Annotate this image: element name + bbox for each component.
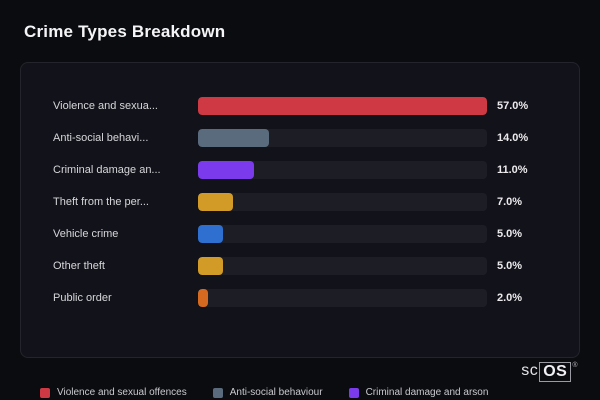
bar-label: Anti-social behavi... (53, 132, 149, 144)
bar-row: Vehicle crime 5.0% (53, 225, 543, 243)
bar-label: Vehicle crime (53, 228, 119, 240)
legend-swatch (348, 387, 359, 398)
bar-fill[interactable] (198, 257, 224, 275)
legend-item[interactable]: Criminal damage and arson (348, 387, 489, 398)
bar-value: 5.0% (497, 260, 523, 272)
bar-label: Theft from the per... (53, 196, 149, 208)
bar-track (198, 97, 487, 115)
bar-row: Anti-social behavi... 14.0% (53, 129, 543, 147)
bar-row: Theft from the per... 7.0% (53, 193, 543, 211)
bar-track (198, 225, 487, 243)
bar-fill[interactable] (198, 193, 234, 211)
bar-track (198, 129, 487, 147)
legend-item[interactable]: Violence and sexual offences (40, 387, 187, 398)
page-title: Crime Types Breakdown (24, 22, 226, 41)
bar-row: Other theft 5.0% (53, 257, 543, 275)
bar-fill[interactable] (198, 161, 254, 179)
bar-chart: Violence and sexua... 57.0% Anti-social … (21, 63, 579, 307)
bar-value: 2.0% (497, 292, 523, 304)
bar-label: Criminal damage an... (53, 164, 161, 176)
legend-swatch (40, 387, 50, 398)
bar-value: 5.0% (497, 228, 523, 240)
bar-label: Other theft (53, 260, 105, 272)
logo-text-box: OS (539, 362, 572, 382)
bar-label: Violence and sexua... (53, 100, 158, 112)
legend-label: Anti-social behaviour (229, 387, 323, 398)
bar-track (198, 193, 487, 211)
bar-value: 57.0% (497, 100, 529, 112)
bar-track (198, 161, 487, 179)
logo-text-prefix: sc (521, 362, 539, 380)
bar-track (198, 289, 487, 307)
bar-fill[interactable] (198, 129, 269, 147)
bar-value: 11.0% (497, 164, 528, 176)
bar-fill[interactable] (198, 97, 487, 115)
chart-panel: Violence and sexua... 57.0% Anti-social … (20, 62, 580, 358)
bar-fill[interactable] (198, 225, 224, 243)
bar-value: 14.0% (497, 132, 529, 144)
bar-row: Criminal damage an... 11.0% (53, 161, 543, 179)
bar-row: Violence and sexua... 57.0% (53, 97, 543, 115)
legend-swatch (212, 387, 223, 398)
bar-label: Public order (53, 292, 112, 304)
bar-row: Public order 2.0% (53, 289, 543, 307)
legend-item[interactable]: Anti-social behaviour (212, 387, 323, 398)
scos-logo: sc OS ® (521, 362, 578, 382)
bar-value: 7.0% (497, 196, 523, 208)
legend-label: Criminal damage and arson (365, 387, 489, 398)
bar-fill[interactable] (198, 289, 209, 307)
legend-label: Violence and sexual offences (57, 387, 187, 398)
registered-mark: ® (572, 362, 578, 370)
bar-track (198, 257, 487, 275)
chart-legend: Violence and sexual offences Anti-social… (40, 387, 488, 398)
